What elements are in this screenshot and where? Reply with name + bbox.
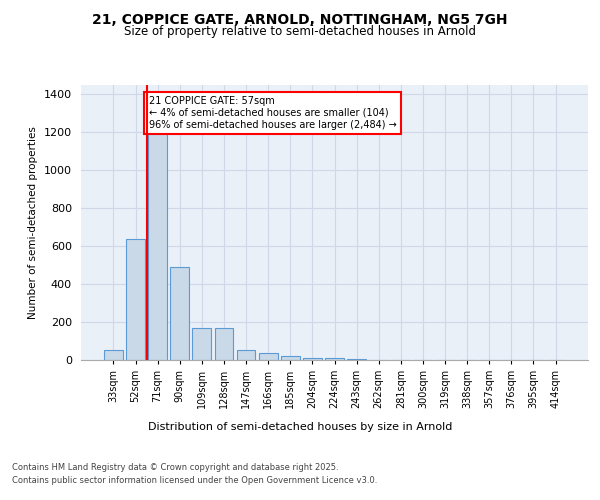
Bar <box>193 328 211 360</box>
Bar <box>236 350 256 360</box>
Bar <box>303 358 322 360</box>
Text: 21, COPPICE GATE, ARNOLD, NOTTINGHAM, NG5 7GH: 21, COPPICE GATE, ARNOLD, NOTTINGHAM, NG… <box>92 12 508 26</box>
Bar <box>215 328 233 360</box>
Text: Size of property relative to semi-detached houses in Arnold: Size of property relative to semi-detach… <box>124 25 476 38</box>
Bar <box>259 354 278 360</box>
Text: 21 COPPICE GATE: 57sqm
← 4% of semi-detached houses are smaller (104)
96% of sem: 21 COPPICE GATE: 57sqm ← 4% of semi-deta… <box>149 96 397 130</box>
Text: Contains HM Land Registry data © Crown copyright and database right 2025.: Contains HM Land Registry data © Crown c… <box>12 462 338 471</box>
Bar <box>281 356 299 360</box>
Bar <box>325 358 344 360</box>
Text: Distribution of semi-detached houses by size in Arnold: Distribution of semi-detached houses by … <box>148 422 452 432</box>
Bar <box>126 238 145 360</box>
Text: Contains public sector information licensed under the Open Government Licence v3: Contains public sector information licen… <box>12 476 377 485</box>
Bar <box>148 132 167 360</box>
Bar <box>347 359 366 360</box>
Bar <box>104 350 123 360</box>
Bar <box>170 267 189 360</box>
Y-axis label: Number of semi-detached properties: Number of semi-detached properties <box>28 126 38 319</box>
